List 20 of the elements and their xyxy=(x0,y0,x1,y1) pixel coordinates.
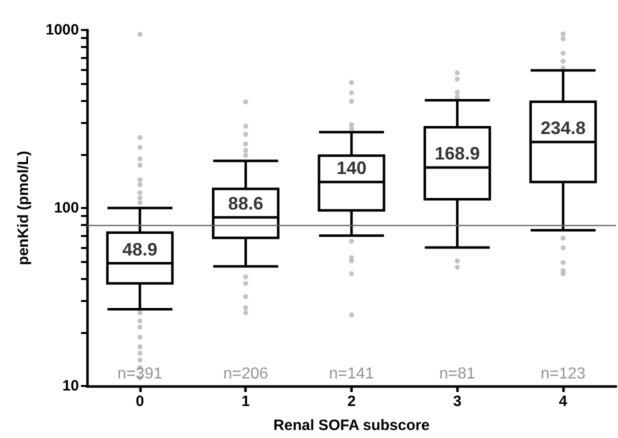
annotation: n=391 xyxy=(117,366,162,382)
x-tick-label: 4 xyxy=(558,393,568,410)
y-axis-title: penKid (pmol/L) xyxy=(15,150,32,266)
y-tick-label: 1000 xyxy=(46,22,79,38)
y-tick-label: 10 xyxy=(62,378,79,394)
annotation: 168.9 xyxy=(434,143,480,164)
x-tick-label: 2 xyxy=(347,393,356,410)
annotation: n=206 xyxy=(223,366,268,382)
x-tick-label: 1 xyxy=(242,393,250,410)
x-tick-label: 3 xyxy=(453,393,462,410)
annotation: 140 xyxy=(336,158,367,178)
y-tick-label: 100 xyxy=(54,200,79,216)
x-axis-title: Renal SOFA subscore xyxy=(273,417,430,434)
annotation: n=81 xyxy=(439,366,476,382)
annotation: n=141 xyxy=(329,366,374,382)
annotation: 234.8 xyxy=(540,118,586,138)
annotation: 88.6 xyxy=(228,193,264,214)
annotation: n=123 xyxy=(540,366,586,382)
annotation: 48.9 xyxy=(122,239,158,260)
x-tick-label: 0 xyxy=(136,393,144,410)
